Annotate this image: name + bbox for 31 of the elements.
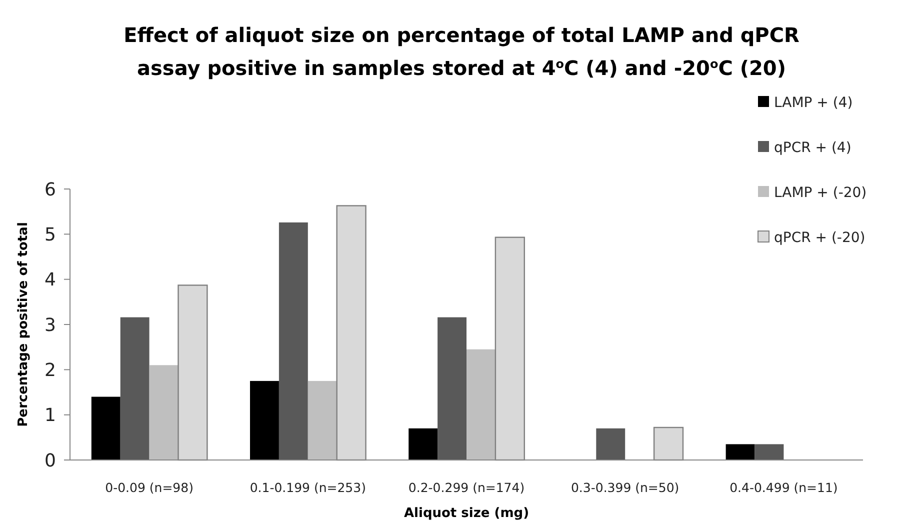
y-axis-title: Percentage positive of total — [16, 222, 31, 427]
x-tick-label: 0.4-0.499 (n=11) — [730, 480, 838, 495]
bar — [278, 222, 308, 460]
bar — [91, 396, 120, 460]
bar — [726, 444, 755, 460]
y-tick-label: 5 — [44, 224, 56, 246]
y-tick-label: 3 — [44, 314, 56, 336]
y-tick-label: 0 — [44, 450, 56, 472]
x-tick-label: 0.1-0.199 (n=253) — [250, 480, 366, 495]
legend-label: LAMP + (4) — [774, 94, 853, 111]
legend-label: qPCR + (4) — [774, 140, 852, 156]
y-tick-label: 2 — [44, 360, 56, 381]
y-tick-label: 1 — [44, 405, 56, 426]
bar — [149, 365, 178, 460]
bar — [120, 317, 150, 460]
legend-label: qPCR + (-20) — [774, 230, 866, 246]
bar — [754, 444, 784, 460]
y-tick-label: 6 — [44, 179, 56, 200]
y-tick-label: 4 — [44, 270, 56, 291]
chart-title: Effect of aliquot size on percentage of total LAMP and qPCR assay positive in samples stored at 4$^{o}$C (4) and -20$^{o}$C (20) — [124, 23, 800, 80]
bar — [596, 428, 626, 460]
x-axis-title: Aliquot size (mg) — [404, 506, 530, 521]
x-tick-label: 0.3-0.399 (n=50) — [571, 480, 680, 495]
bar — [438, 317, 466, 460]
x-tick-label: 0-0.09 (n=98) — [105, 480, 194, 495]
bar — [308, 380, 337, 460]
legend-label: LAMP + (-20) — [774, 184, 867, 201]
bar — [250, 380, 279, 460]
bar — [408, 428, 438, 460]
bar — [466, 349, 496, 460]
x-tick-label: 0.2-0.299 (n=174) — [408, 480, 525, 495]
